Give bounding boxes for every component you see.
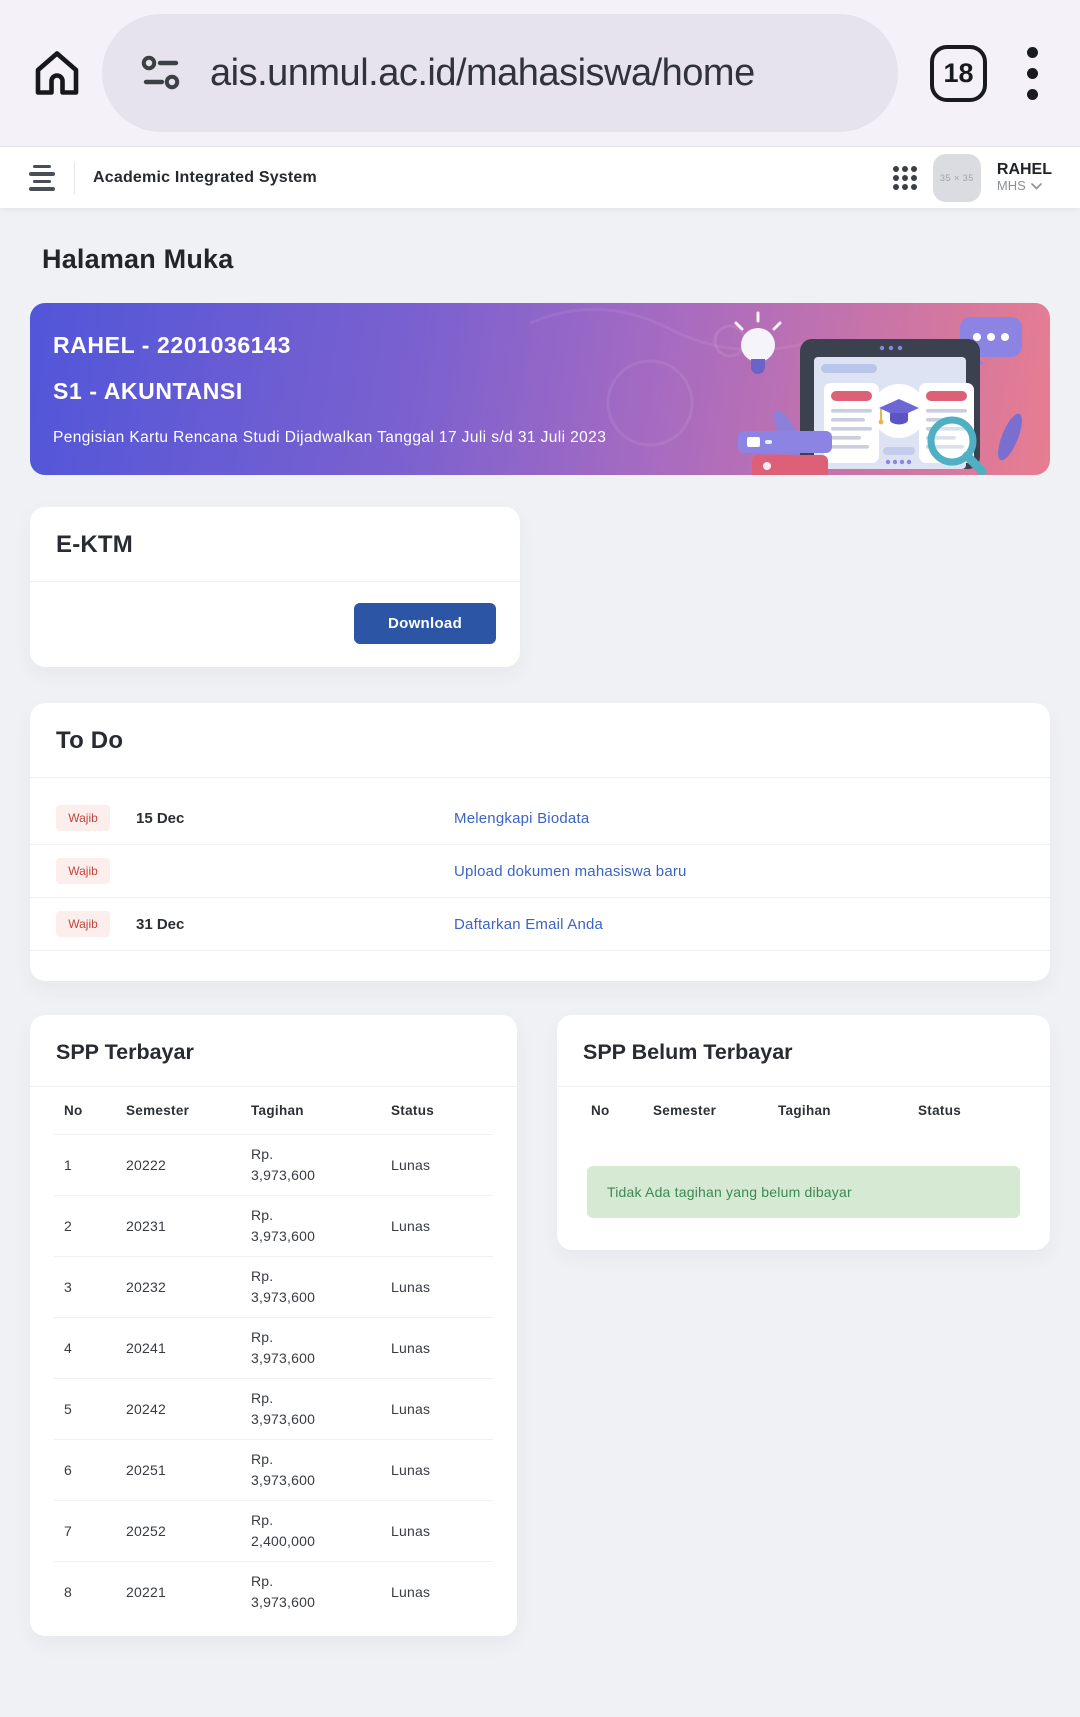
column-header-status: Status (391, 1103, 435, 1118)
cell-semester: 20222 (126, 1157, 166, 1173)
todo-title: To Do (56, 727, 124, 754)
cell-semester: 20242 (126, 1401, 166, 1417)
spp-paid-row: 5 20242 Rp. 3,973,600 Lunas (54, 1378, 493, 1440)
todo-list: Wajib 15 Dec Melengkapi Biodata Wajib Up… (30, 778, 1050, 981)
kebab-menu-icon[interactable] (1027, 46, 1038, 100)
browser-toolbar: ais.unmul.ac.id/mahasiswa/home 18 (0, 0, 1080, 146)
column-header-no: No (64, 1103, 83, 1118)
spp-paid-row: 7 20252 Rp. 2,400,000 Lunas (54, 1500, 493, 1562)
tab-count: 18 (943, 57, 974, 88)
spp-paid-row: 8 20221 Rp. 3,973,600 Lunas (54, 1561, 493, 1623)
spp-paid-row: 1 20222 Rp. 3,973,600 Lunas (54, 1134, 493, 1196)
app-title: Academic Integrated System (93, 168, 317, 186)
avatar-placeholder-text: 35 × 35 (940, 172, 974, 183)
cell-semester: 20221 (126, 1584, 166, 1600)
todo-date: 15 Dec (136, 809, 185, 827)
cell-tagihan: Rp. 3,973,600 (251, 1573, 316, 1610)
spp-paid-row: 6 20251 Rp. 3,973,600 Lunas (54, 1439, 493, 1501)
cell-status: Lunas (391, 1157, 431, 1173)
user-role: MHS (996, 178, 1026, 194)
home-button[interactable] (26, 45, 88, 101)
spp-paid-title: SPP Terbayar (56, 1040, 194, 1064)
app-header: Academic Integrated System 35 × 35 RAHEL… (0, 146, 1080, 208)
cell-no: 8 (64, 1584, 72, 1600)
cell-status: Lunas (391, 1462, 431, 1478)
column-header-tagihan: Tagihan (251, 1103, 304, 1118)
cell-tagihan: Rp. 2,400,000 (251, 1512, 316, 1549)
user-name: RAHEL (996, 160, 1052, 178)
ektm-card: E-KTM Download (30, 507, 520, 667)
cell-status: Lunas (391, 1523, 431, 1539)
cell-tagihan: Rp. 3,973,600 (251, 1451, 316, 1488)
cell-no: 3 (64, 1279, 72, 1295)
url-bar[interactable]: ais.unmul.ac.id/mahasiswa/home (102, 14, 898, 132)
column-header-semester: Semester (126, 1103, 190, 1118)
column-header-no: No (591, 1103, 610, 1118)
spp-paid-row: 3 20232 Rp. 3,973,600 Lunas (54, 1256, 493, 1318)
page-title: Halaman Muka (42, 244, 234, 274)
cell-status: Lunas (391, 1340, 431, 1356)
cell-tagihan: Rp. 3,973,600 (251, 1207, 316, 1244)
cell-no: 2 (64, 1218, 72, 1234)
spp-paid-card: SPP Terbayar No Semester Tagihan Status (30, 1015, 517, 1636)
cell-status: Lunas (391, 1218, 431, 1234)
cell-status: Lunas (391, 1401, 431, 1417)
chevron-down-icon (1030, 183, 1042, 190)
spp-unpaid-card: SPP Belum Terbayar No Semester Tagihan S… (557, 1015, 1050, 1250)
todo-row: Wajib Upload dokumen mahasiswa baru (30, 845, 1050, 898)
todo-task-link[interactable]: Upload dokumen mahasiswa baru (454, 862, 687, 880)
spp-paid-table: No Semester Tagihan Status 1 2 (54, 1087, 493, 1622)
avatar[interactable]: 35 × 35 (932, 153, 981, 202)
student-info-banner: RAHEL - 2201036143 S1 - AKUNTANSI Pengis… (30, 303, 1050, 475)
cell-no: 1 (64, 1157, 72, 1173)
spp-unpaid-table: No Semester Tagihan Status (581, 1087, 1026, 1134)
todo-card: To Do Wajib 15 Dec Melengkapi Biodata Wa… (30, 703, 1050, 981)
user-menu[interactable]: RAHEL MHS (997, 161, 1052, 194)
todo-task-link[interactable]: Melengkapi Biodata (454, 809, 590, 827)
cell-no: 6 (64, 1462, 72, 1478)
download-button[interactable]: Download (354, 603, 496, 644)
wajib-badge: Wajib (56, 858, 110, 884)
ektm-title: E-KTM (56, 531, 133, 558)
cell-semester: 20241 (126, 1340, 166, 1356)
apps-grid-icon[interactable] (892, 165, 917, 190)
spp-paid-row: 4 20241 Rp. 3,973,600 Lunas (54, 1317, 493, 1379)
todo-date: 31 Dec (136, 915, 185, 933)
todo-row: Wajib 15 Dec Melengkapi Biodata (30, 792, 1050, 845)
spp-paid-row: 2 20231 Rp. 3,973,600 Lunas (54, 1195, 493, 1257)
home-icon (35, 51, 79, 95)
cell-semester: 20232 (126, 1279, 166, 1295)
cell-status: Lunas (391, 1584, 431, 1600)
wajib-badge: Wajib (56, 805, 110, 831)
cell-no: 4 (64, 1340, 72, 1356)
header-divider (74, 161, 75, 194)
todo-task-link[interactable]: Daftarkan Email Anda (454, 915, 604, 933)
cell-semester: 20252 (126, 1523, 166, 1539)
column-header-tagihan: Tagihan (778, 1103, 831, 1118)
cell-no: 5 (64, 1401, 72, 1417)
cell-semester: 20251 (126, 1462, 166, 1478)
cell-no: 7 (64, 1523, 72, 1539)
spp-unpaid-title: SPP Belum Terbayar (583, 1040, 793, 1064)
banner-schedule-note: Pengisian Kartu Rencana Studi Dijadwalka… (53, 429, 607, 446)
cell-semester: 20231 (126, 1218, 166, 1234)
cell-tagihan: Rp. 3,973,600 (251, 1329, 316, 1366)
banner-student-id: RAHEL - 2201036143 (53, 332, 291, 358)
cell-tagihan: Rp. 3,973,600 (251, 1146, 316, 1183)
column-header-semester: Semester (653, 1103, 717, 1118)
tab-counter-button[interactable]: 18 (930, 44, 987, 102)
url-text: ais.unmul.ac.id/mahasiswa/home (210, 51, 755, 94)
banner-program: S1 - AKUNTANSI (53, 378, 243, 404)
wajib-badge: Wajib (56, 911, 110, 937)
no-unpaid-alert: Tidak Ada tagihan yang belum dibayar (587, 1166, 1020, 1218)
column-header-status: Status (918, 1103, 962, 1118)
todo-row: Wajib 31 Dec Daftarkan Email Anda (30, 898, 1050, 951)
cell-tagihan: Rp. 3,973,600 (251, 1268, 316, 1305)
cell-status: Lunas (391, 1279, 431, 1295)
hamburger-icon[interactable] (28, 164, 56, 191)
site-controls-icon (141, 55, 180, 90)
cell-tagihan: Rp. 3,973,600 (251, 1390, 316, 1427)
